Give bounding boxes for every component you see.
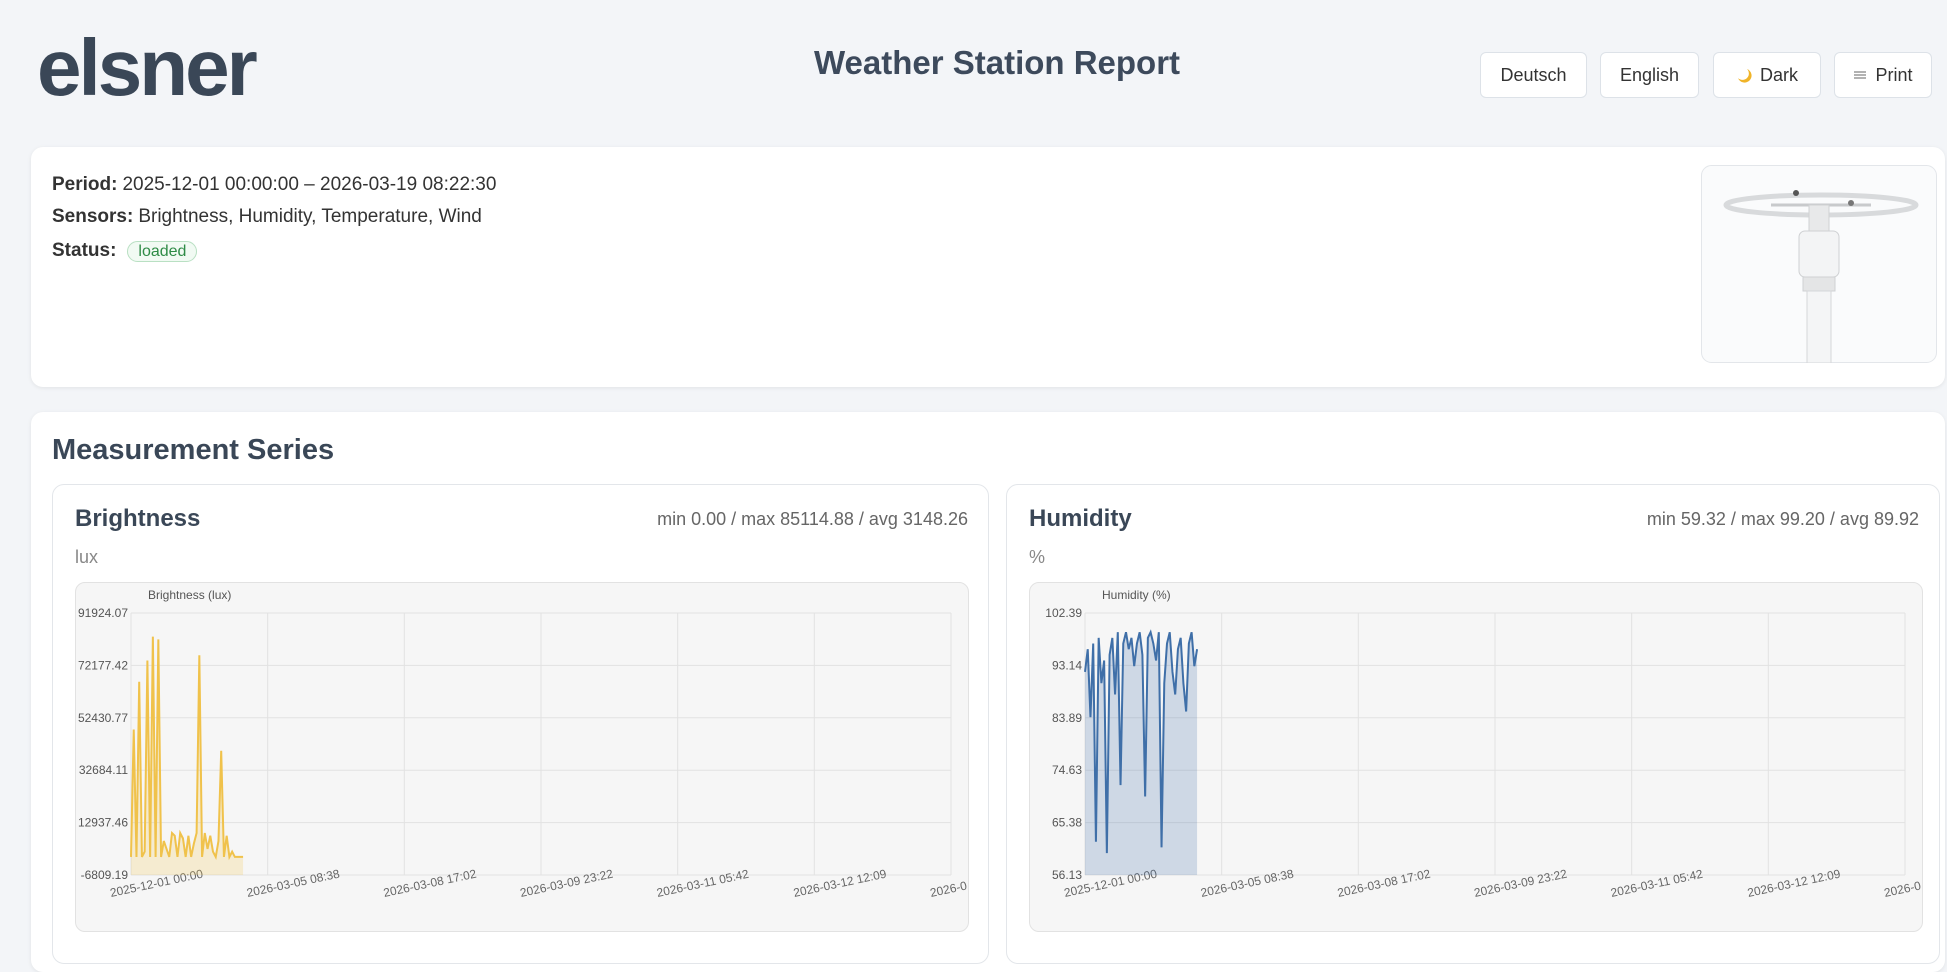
y-tick-label: -6809.19	[81, 868, 129, 882]
button-label: English	[1620, 65, 1679, 86]
button[interactable]: Dark	[1713, 52, 1821, 98]
print-icon	[1853, 69, 1867, 81]
page: elsner Weather Station Report Deutsch En…	[0, 0, 1947, 948]
info-label: Sensors:	[52, 206, 133, 227]
button-label: Deutsch	[1500, 65, 1566, 86]
x-tick-label: 2026-03-11 05:42	[1609, 867, 1704, 900]
button[interactable]: Deutsch	[1480, 52, 1587, 98]
x-tick-label: 2026-03-08 17:02	[1336, 866, 1432, 899]
x-tick-label: 2026-03-05 08:38	[245, 866, 341, 899]
chart-title: Brightness	[75, 505, 200, 533]
y-tick-label: 12937.46	[78, 816, 128, 830]
x-tick-label: 2026-03-09 23:22	[519, 866, 615, 899]
x-tick-label: 2026-03-09 23:22	[1473, 866, 1569, 899]
x-tick-label: 2026-03-11 05:42	[655, 867, 750, 900]
info-label: Period:	[52, 174, 117, 195]
chart-stats: min 59.32 / max 99.20 / avg 89.92	[1647, 509, 1919, 530]
section-title: Measurement Series	[52, 434, 334, 467]
button-label: Print	[1875, 65, 1912, 86]
x-tick-label: 2026-03-05 08:38	[1199, 866, 1295, 899]
page-title: Weather Station Report	[697, 44, 1297, 82]
station-image	[1701, 165, 1937, 363]
button[interactable]: English	[1600, 52, 1699, 98]
legend-label: Brightness (lux)	[148, 588, 231, 602]
chart-card: Humidity min 59.32 / max 99.20 / avg 89.…	[1006, 484, 1940, 964]
chart-card: Brightness min 0.00 / max 85114.88 / avg…	[52, 484, 989, 964]
info-row: Period:2025-12-01 00:00:00 – 2026-03-19 …	[52, 174, 496, 196]
status-badge: loaded	[127, 241, 197, 262]
area	[1085, 632, 1197, 875]
y-tick-label: 56.13	[1052, 868, 1082, 882]
y-tick-label: 102.39	[1045, 606, 1082, 620]
y-tick-label: 93.14	[1052, 658, 1082, 672]
logo: elsner	[37, 22, 255, 114]
info-label: Status:	[52, 240, 116, 261]
chart-title: Humidity	[1029, 505, 1132, 533]
x-tick-label: 2026-0	[929, 878, 968, 900]
button[interactable]: Print	[1834, 52, 1932, 98]
info-row: Status: loaded	[52, 240, 197, 262]
chart-stats: min 0.00 / max 85114.88 / avg 3148.26	[657, 509, 968, 530]
y-tick-label: 65.38	[1052, 816, 1082, 830]
plot-box: -6809.19 12937.46 32684.11 52430.77 72177.42…	[75, 582, 969, 932]
y-tick-label: 74.63	[1052, 763, 1082, 777]
y-tick-label: 32684.11	[79, 763, 128, 777]
info-value: 2025-12-01 00:00:00 – 2026-03-19 08:22:3…	[122, 174, 496, 195]
button-label: Dark	[1760, 65, 1798, 86]
moon-icon	[1736, 67, 1752, 83]
x-tick-label: 2026-03-08 17:02	[382, 866, 478, 899]
x-tick-label: 2026-0	[1883, 878, 1922, 900]
chart: 56.1365.3874.6383.8993.14102.392025-12-0…	[1030, 583, 1922, 931]
y-tick-label: 52430.77	[78, 711, 128, 725]
chart: -6809.19 12937.46 32684.11 52430.77 72177.42…	[76, 583, 968, 931]
y-tick-label: 72177.42	[78, 658, 128, 672]
info-value: Brightness, Humidity, Temperature, Wind	[138, 206, 482, 227]
y-tick-label: 91924.07	[78, 606, 128, 620]
chart-unit: %	[1029, 547, 1045, 568]
x-tick-label: 2026-03-12 12:09	[792, 866, 888, 899]
y-tick-label: 83.89	[1052, 711, 1082, 725]
x-tick-label: 2026-03-12 12:09	[1746, 866, 1842, 899]
info-row: Sensors:Brightness, Humidity, Temperatur…	[52, 206, 482, 228]
legend-label: Humidity (%)	[1102, 588, 1171, 602]
chart-unit: lux	[75, 547, 98, 568]
